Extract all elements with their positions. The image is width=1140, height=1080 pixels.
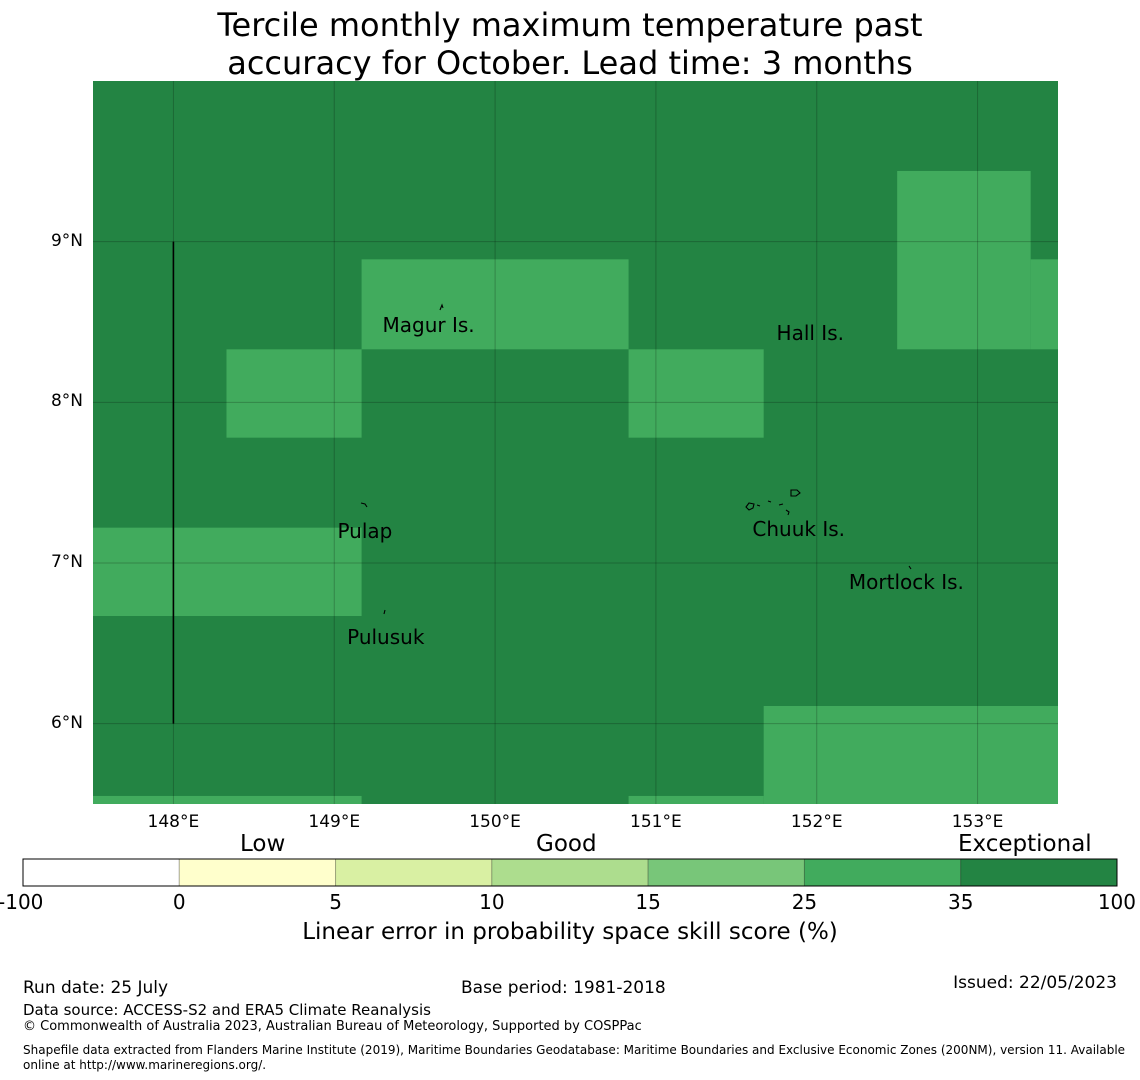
colorbar-bin: [803, 858, 962, 887]
colorbar-tick-label: 0: [172, 890, 186, 914]
skill-cell-5: [1030, 259, 1058, 350]
longitude-tick-label: 152°E: [790, 812, 843, 832]
colorbar-tick-label: -100: [0, 890, 44, 914]
colorbar-tick-label: 10: [479, 890, 505, 914]
latitude-tick-label: 8°N: [50, 391, 83, 412]
island-label: Magur Is.: [382, 313, 475, 338]
island-outline-mortlock: [908, 565, 912, 570]
island-label: Chuuk Is.: [752, 517, 846, 542]
colorbar-label: Linear error in probability space skill …: [302, 919, 838, 945]
colorbar-tick-label: 15: [635, 890, 661, 914]
colorbar-bin: [178, 858, 337, 887]
longitude-tick-label: 148°E: [147, 812, 200, 832]
colorbar-bin: [335, 858, 493, 887]
shapefile-credit-line-2: online at http://www.marineregions.org/.: [23, 1058, 267, 1072]
latitude-tick-label: 9°N: [50, 230, 83, 251]
island-outline-pulap: [360, 502, 368, 508]
island-outline-chuuk-lagoon: [745, 500, 790, 516]
latitude-tick-label: 7°N: [50, 552, 83, 572]
skill-cell-2: [361, 259, 629, 350]
longitude-tick-label: 150°E: [469, 812, 521, 832]
skill-cell-8: [628, 795, 764, 804]
island-label: Hall Is.: [776, 321, 844, 346]
island-outline-magur: [439, 303, 444, 311]
colorbar-category-good: Good: [536, 831, 597, 857]
skill-cell-0: [93, 527, 362, 617]
colorbar-tick-label: 35: [947, 890, 974, 914]
colorbar-bin: [647, 858, 805, 887]
longitude-tick-label: 151°E: [630, 812, 682, 832]
colorbar-tick-label: 25: [791, 890, 818, 914]
colorbar-bin: [491, 858, 649, 887]
island-label: Pulusuk: [347, 624, 425, 649]
skill-cell-6: [763, 705, 1058, 804]
colorbar-tick-label: 5: [329, 890, 342, 914]
copyright: © Commonwealth of Australia 2023, Austra…: [23, 1019, 642, 1034]
map-title-line-2: accuracy for October. Lead time: 3 month…: [227, 44, 913, 82]
data-source: Data source: ACCESS-S2 and ERA5 Climate …: [23, 1001, 431, 1019]
colorbar-category-exceptional: Exceptional: [958, 831, 1092, 857]
issued-date: Issued: 22/05/2023: [953, 973, 1117, 993]
base-period: Base period: 1981-2018: [461, 978, 666, 998]
island-outline-pulusuk: [383, 609, 386, 615]
skill-cell-7: [93, 795, 362, 804]
island-outline-chuuk-reef: [790, 489, 801, 497]
colorbar-bin: [22, 858, 180, 887]
map-title-line-1: Tercile monthly maximum temperature past: [217, 6, 923, 44]
longitude-tick-label: 153°E: [951, 812, 1004, 832]
skill-cell-1: [226, 349, 362, 438]
island-label: Mortlock Is.: [848, 570, 964, 595]
colorbar-bin: [960, 858, 1118, 887]
colorbar-tick-label: 100: [1097, 890, 1136, 914]
map-title: Tercile monthly maximum temperature past…: [0, 6, 1140, 82]
colorbar-category-low: Low: [240, 831, 286, 857]
shapefile-credit-line-1: Shapefile data extracted from Flanders M…: [23, 1043, 1126, 1057]
run-date: Run date: 25 July: [23, 978, 169, 998]
skill-cell-3: [628, 349, 764, 438]
colorbar-frame: [22, 858, 1118, 887]
island-label: Pulap: [337, 518, 393, 543]
longitude-tick-label: 149°E: [308, 812, 361, 832]
skill-cell-4: [897, 170, 1031, 350]
latitude-tick-label: 6°N: [50, 712, 83, 733]
